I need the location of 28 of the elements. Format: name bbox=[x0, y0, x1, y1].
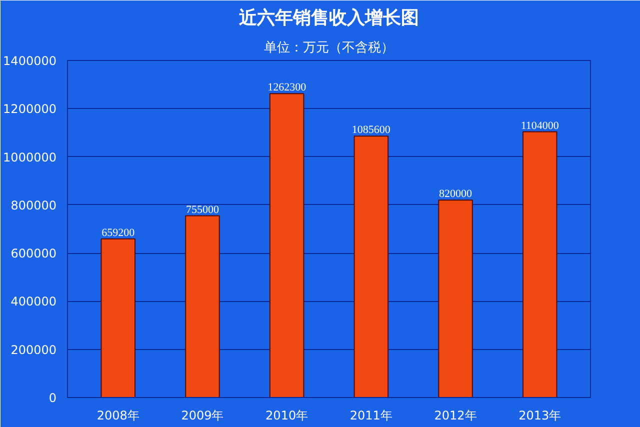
y-tick-label: 800000 bbox=[10, 198, 57, 212]
y-tick-label: 400000 bbox=[10, 294, 57, 309]
y-tick-label: 0 bbox=[48, 391, 57, 405]
y-tick-label: 200000 bbox=[10, 342, 57, 357]
x-tick-label: 2011年 bbox=[350, 408, 392, 422]
y-tick-label: 1000000 bbox=[3, 150, 57, 164]
data-label: 1262300 bbox=[268, 82, 307, 94]
y-tick-label: 600000 bbox=[10, 246, 57, 261]
data-label: 1085600 bbox=[352, 124, 391, 136]
data-label: 820000 bbox=[439, 188, 473, 200]
bar bbox=[522, 131, 558, 398]
bar bbox=[438, 200, 473, 398]
bar bbox=[269, 93, 304, 398]
chart-subtitle: 单位：万元（不含税） bbox=[264, 40, 394, 56]
data-label: 1104000 bbox=[520, 120, 560, 132]
bar bbox=[185, 215, 220, 398]
data-label: 659200 bbox=[102, 226, 136, 239]
x-tick-label: 2008年 bbox=[96, 408, 140, 422]
y-tick-label: 1400000 bbox=[3, 54, 57, 68]
data-label: 755000 bbox=[186, 204, 220, 216]
bar bbox=[354, 136, 389, 398]
x-tick-label: 2012年 bbox=[434, 408, 477, 422]
x-tick-label: 2010年 bbox=[266, 408, 308, 422]
chart-title: 近六年销售收入增长图 bbox=[238, 8, 419, 28]
y-tick-label: 1200000 bbox=[3, 102, 57, 116]
x-tick-label: 2009年 bbox=[181, 408, 224, 422]
bar bbox=[100, 238, 136, 398]
x-tick-label: 2013年 bbox=[518, 408, 562, 422]
